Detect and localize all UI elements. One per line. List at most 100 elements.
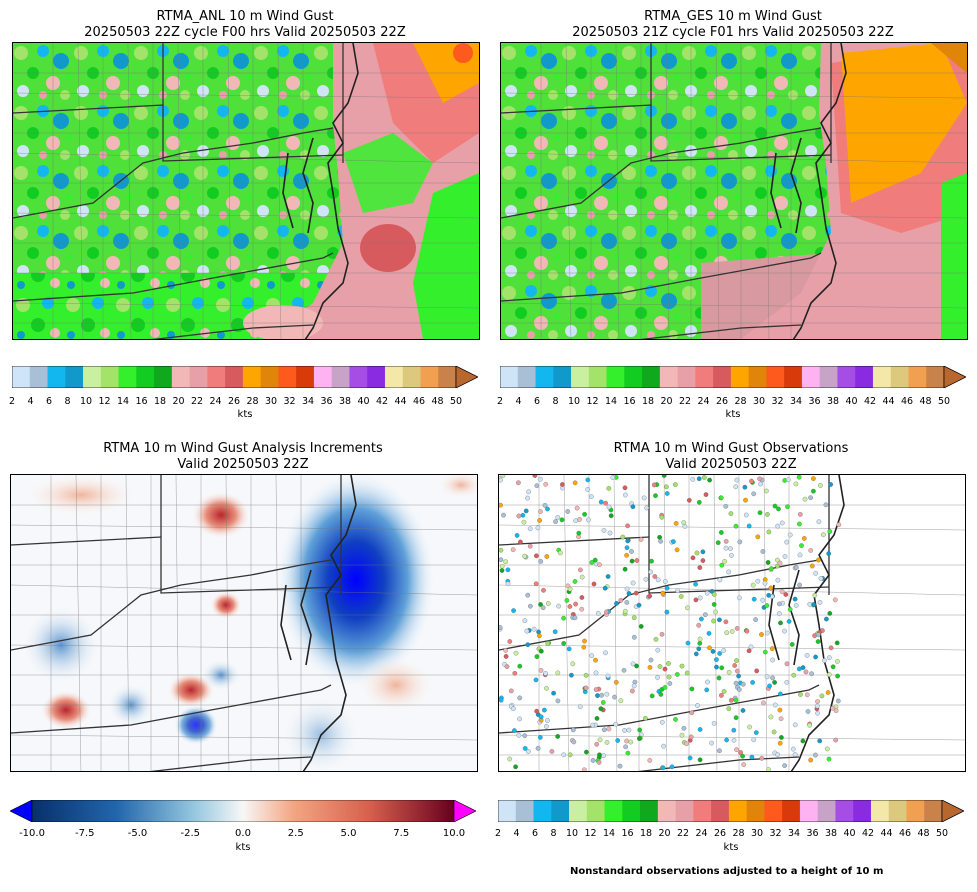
colorbar-tick-label: 30 (752, 396, 766, 407)
colorbar-tick-label: 36 (806, 828, 819, 839)
obs-map[interactable] (498, 474, 966, 772)
observation-station-marker (697, 595, 703, 601)
observation-station-marker (511, 706, 516, 712)
observation-station-marker (545, 718, 550, 723)
observation-station-marker (538, 714, 544, 720)
colorbar-tick-label: 0.0 (235, 828, 251, 839)
observation-station-marker (740, 708, 746, 713)
observation-station-marker (657, 534, 662, 540)
observation-station-marker (778, 691, 783, 697)
observation-station-marker (631, 683, 637, 689)
observation-station-marker (629, 558, 635, 564)
observation-station-marker (603, 500, 608, 506)
observation-station-marker (805, 709, 811, 714)
colorbar-tick-label: 4 (27, 396, 34, 407)
observation-station-marker (579, 595, 585, 600)
observation-station-marker (827, 529, 833, 534)
ges-map[interactable] (500, 42, 968, 340)
observation-station-marker (814, 703, 820, 709)
colorbar-tick-label: 26 (715, 396, 729, 407)
colorbar-swatch (888, 800, 907, 822)
observation-station-marker (741, 762, 747, 767)
observation-station-marker (754, 668, 760, 674)
observation-station-marker (538, 668, 544, 673)
colorbar-tick-label: 5.0 (340, 828, 357, 839)
observation-station-marker (630, 580, 636, 586)
colorbar-tick-label: 4 (515, 396, 522, 407)
observation-station-marker (622, 485, 628, 491)
observation-station-marker (697, 757, 703, 763)
observation-station-marker (771, 729, 777, 735)
observation-station-marker (499, 697, 504, 703)
observation-station-marker (535, 745, 541, 751)
observation-station-marker (709, 740, 714, 746)
observation-station-marker (605, 673, 611, 679)
observation-station-marker (599, 692, 604, 698)
colorbar-swatch (624, 366, 643, 388)
observation-station-marker (702, 612, 708, 618)
observation-station-marker (644, 505, 650, 511)
observation-station-marker (632, 679, 638, 685)
observation-station-marker (522, 618, 528, 623)
observation-station-marker (561, 641, 567, 646)
colorbar-tick-label: 4 (513, 828, 520, 839)
colorbar-tick-label: 6 (531, 828, 539, 839)
observation-station-marker (766, 767, 771, 771)
observation-station-marker (660, 765, 666, 771)
observation-station-marker (666, 674, 672, 680)
colorbar-tick-label: 46 (900, 396, 914, 407)
observation-station-marker (748, 644, 754, 650)
inc-gradient-bar (31, 799, 455, 823)
colorbar-swatch (784, 366, 803, 388)
inc-map[interactable] (10, 474, 478, 772)
colorbar-swatch (695, 366, 714, 388)
observation-station-marker (525, 495, 530, 501)
observation-station-marker (775, 557, 780, 563)
title-line-2: 20250503 21Z cycle F01 hrs Valid 2025050… (572, 25, 894, 40)
colorbar-extend-arrow (943, 365, 967, 389)
observation-station-marker (728, 546, 733, 551)
colorbar-tick-label: 16 (623, 396, 636, 407)
observation-station-marker (631, 634, 637, 640)
observation-station-marker (555, 698, 561, 704)
observation-station-marker (718, 530, 724, 535)
observation-station-marker (826, 655, 832, 660)
observation-station-marker (717, 651, 723, 656)
colorbar-swatch (728, 800, 748, 822)
colorbar-tick-label: 34 (789, 396, 803, 407)
observation-station-marker (647, 665, 653, 670)
colorbar-tick-label: 28 (732, 828, 745, 839)
observation-station-marker (768, 566, 774, 572)
observation-station-marker (621, 667, 627, 673)
observation-station-marker (821, 532, 826, 538)
observation-station-marker (597, 562, 602, 568)
colorbar-swatch (604, 800, 623, 822)
colorbar-tick-label: 48 (431, 396, 444, 407)
observation-station-marker (653, 636, 659, 642)
observation-station-marker (726, 669, 732, 675)
observation-station-marker (696, 622, 702, 628)
observation-station-marker (832, 597, 838, 603)
observation-station-marker (602, 585, 608, 591)
observation-station-marker (693, 597, 699, 603)
inc-colorbar-units: kts (235, 842, 251, 853)
observation-station-marker (633, 590, 639, 596)
observation-station-marker (630, 661, 636, 667)
observation-station-marker (516, 480, 521, 486)
observation-station-marker (538, 509, 543, 514)
observation-station-marker (662, 685, 668, 690)
observation-station-marker (522, 553, 527, 559)
colorbar-extend-arrow (455, 365, 479, 389)
observation-station-marker (715, 540, 721, 546)
observation-station-marker (719, 693, 724, 698)
colorbar-swatch (29, 366, 49, 388)
observation-station-marker (559, 517, 565, 523)
observation-station-marker (534, 483, 540, 489)
observation-station-marker (772, 503, 778, 509)
colorbar-tick-label: 42 (375, 396, 389, 407)
observation-station-marker (759, 755, 765, 761)
anl-map[interactable] (12, 42, 480, 340)
colorbar-tick-label: 24 (209, 396, 222, 407)
observation-station-marker (652, 574, 658, 579)
observation-station-marker (618, 698, 624, 704)
